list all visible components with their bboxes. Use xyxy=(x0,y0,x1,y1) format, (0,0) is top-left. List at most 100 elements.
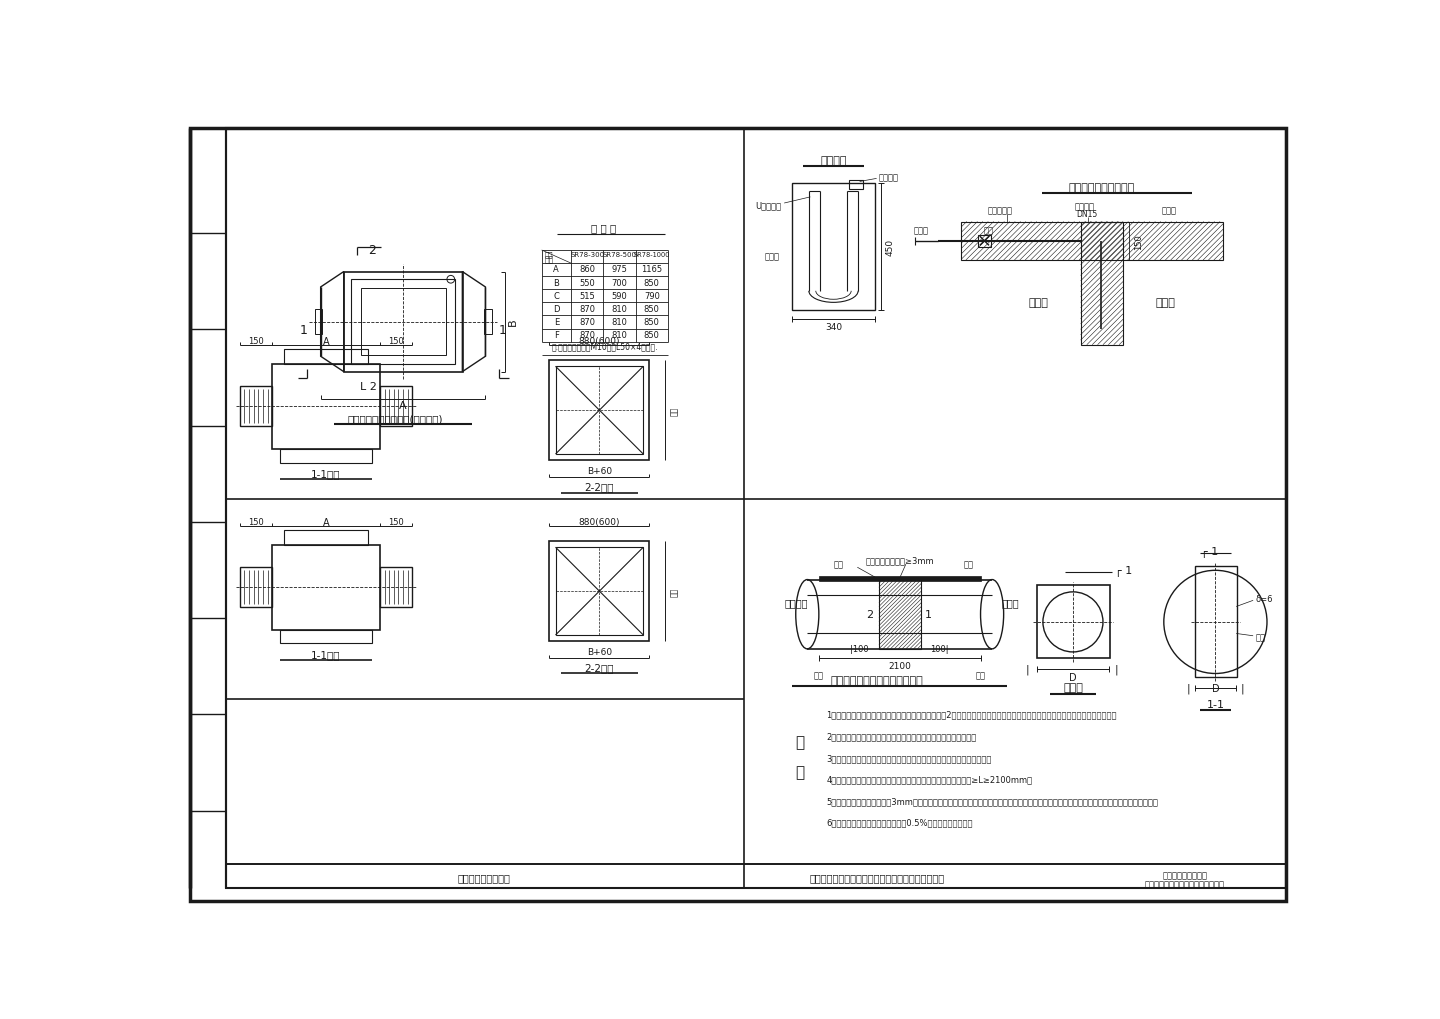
Text: 型号: 型号 xyxy=(544,256,554,264)
Text: 810: 810 xyxy=(612,305,628,314)
Text: A: A xyxy=(553,265,559,274)
Text: DN15: DN15 xyxy=(1076,210,1097,219)
Text: |: | xyxy=(1025,664,1030,675)
Text: SR78-1000: SR78-1000 xyxy=(634,252,670,258)
Text: SR78-500: SR78-500 xyxy=(602,252,636,258)
Text: 975: 975 xyxy=(612,265,628,274)
Text: 150: 150 xyxy=(248,518,264,527)
Text: F: F xyxy=(554,330,559,339)
Bar xyxy=(878,580,922,649)
Text: 周长: 周长 xyxy=(670,407,678,416)
Bar xyxy=(240,568,272,607)
Text: 3、管子与管子，管子与法兰，管子与密阀的连接处应形式满足管道规格。: 3、管子与管子，管子与法兰，管子与密阀的连接处应形式满足管道规格。 xyxy=(827,753,992,762)
Text: 880(600): 880(600) xyxy=(579,336,621,345)
Text: 2100: 2100 xyxy=(888,661,912,671)
Bar xyxy=(1037,585,1110,658)
Text: 5、活塞架内阀风管使用采用3mm厅的铸铁气形性铁锻铸形状，风管之间连接采用气体形接结，管道与设备之则分别设置形装衍接，不太泄漏气。: 5、活塞架内阀风管使用采用3mm厅的铸铁气形性铁锻铸形状，风管之间连接采用气体形… xyxy=(827,796,1158,805)
Text: 2-2单只: 2-2单只 xyxy=(585,662,613,673)
Text: 850: 850 xyxy=(644,305,660,314)
Text: SR78-300: SR78-300 xyxy=(570,252,605,258)
Bar xyxy=(484,310,491,334)
Text: 阀门: 阀门 xyxy=(984,226,994,235)
Bar xyxy=(380,387,412,427)
Text: 地坪层: 地坪层 xyxy=(1162,206,1176,215)
Text: A: A xyxy=(323,518,330,527)
Text: 铸铁螺栓: 铸铁螺栓 xyxy=(1074,203,1094,211)
Text: 明: 明 xyxy=(795,765,804,780)
Text: 周长: 周长 xyxy=(670,587,678,596)
Text: 连接管: 连接管 xyxy=(914,226,929,235)
Text: 尺 寸 表: 尺 寸 表 xyxy=(590,223,616,233)
Bar xyxy=(848,180,863,190)
Text: 稳流板棒: 稳流板棒 xyxy=(878,173,899,182)
Bar xyxy=(344,272,464,372)
Text: 焊缝: 焊缝 xyxy=(814,671,824,680)
Text: |: | xyxy=(1187,683,1191,694)
Text: 2: 2 xyxy=(865,609,873,620)
Text: 2-2双只: 2-2双只 xyxy=(585,482,613,492)
Text: 1-1双只: 1-1双只 xyxy=(311,469,341,479)
Text: 850: 850 xyxy=(644,278,660,287)
Text: 150: 150 xyxy=(389,518,405,527)
Bar xyxy=(819,577,981,582)
Bar xyxy=(1195,567,1237,678)
Text: 1: 1 xyxy=(924,609,932,620)
Bar xyxy=(279,630,373,644)
Text: 100|: 100| xyxy=(930,645,949,654)
Text: 1165: 1165 xyxy=(641,265,662,274)
Bar xyxy=(978,235,991,248)
Text: 150: 150 xyxy=(248,337,264,346)
Text: 焊缝: 焊缝 xyxy=(1256,633,1266,642)
Text: D: D xyxy=(1068,672,1077,682)
Text: 钢管: 钢管 xyxy=(963,560,973,569)
Bar xyxy=(314,310,323,334)
Bar xyxy=(360,289,446,356)
Bar xyxy=(549,361,649,461)
Text: 工事测压管安装示意图: 工事测压管安装示意图 xyxy=(1068,182,1135,193)
Text: 密阀端板，焊缝应≥3mm: 密阀端板，焊缝应≥3mm xyxy=(865,556,935,566)
Text: 过滤吸收器支架图示: 过滤吸收器支架图示 xyxy=(1162,870,1207,879)
Text: 人防风管穿密阀隔墙预埋管件图: 人防风管穿密阀隔墙预埋管件图 xyxy=(831,675,923,685)
Text: 850: 850 xyxy=(644,318,660,326)
Text: A: A xyxy=(323,336,330,346)
Text: 515: 515 xyxy=(579,291,595,301)
Text: 790: 790 xyxy=(644,291,660,301)
Bar xyxy=(272,365,380,449)
Text: 850: 850 xyxy=(644,330,660,339)
Text: 150: 150 xyxy=(389,337,405,346)
Text: B: B xyxy=(507,319,517,326)
Text: 非战常区: 非战常区 xyxy=(785,598,808,608)
Text: A: A xyxy=(399,400,408,411)
Bar xyxy=(962,222,1223,261)
Text: D: D xyxy=(553,305,560,314)
Text: 过滤吸收器支架平面图(单、双只): 过滤吸收器支架平面图(单、双只) xyxy=(347,414,444,424)
Text: 1: 1 xyxy=(300,323,308,336)
Text: 密阀盖: 密阀盖 xyxy=(1063,683,1083,693)
Bar xyxy=(1080,222,1123,345)
Text: B+60: B+60 xyxy=(588,648,612,657)
Text: 规格: 规格 xyxy=(546,252,553,258)
Text: 工事内: 工事内 xyxy=(1028,298,1048,308)
Text: ┌ 1: ┌ 1 xyxy=(1116,566,1132,576)
Bar xyxy=(240,387,272,427)
Text: D: D xyxy=(1211,684,1220,694)
Text: 1-1: 1-1 xyxy=(1207,700,1224,709)
Text: 870: 870 xyxy=(579,318,595,326)
Text: 1-1单只: 1-1单只 xyxy=(311,649,341,659)
Text: 340: 340 xyxy=(825,323,842,332)
Text: 工程测压管安装示意图，密阀零件图: 工程测压管安装示意图，密阀零件图 xyxy=(1145,879,1224,889)
Text: 150: 150 xyxy=(1133,233,1143,250)
Text: 870: 870 xyxy=(579,305,595,314)
Text: 4、邻管管阀风管使用应关孔通管确保，并保管管嵌，管道间管嵌≥L≥2100mm。: 4、邻管管阀风管使用应关孔通管确保，并保管管嵌，管道间管嵌≥L≥2100mm。 xyxy=(827,774,1032,784)
Text: δ=6: δ=6 xyxy=(1256,595,1273,603)
Bar xyxy=(380,568,412,607)
Text: ┌ 1: ┌ 1 xyxy=(1201,546,1218,557)
Text: 1: 1 xyxy=(498,323,507,336)
Text: 450: 450 xyxy=(886,239,894,256)
Bar xyxy=(284,530,369,545)
Text: 地下室顶板: 地下室顶板 xyxy=(988,206,1012,215)
Text: 590: 590 xyxy=(612,291,628,301)
Text: 1、所有铁件（除展开于管零件）均除锈渗，并在外刺2道防锈处理里，外刷调和漆一遗，并在整上，进施工时一，应溂漆处理内。: 1、所有铁件（除展开于管零件）均除锈渗，并在外刺2道防锈处理里，外刷调和漆一遗，… xyxy=(827,710,1117,719)
Text: 过滤吸收器大样图示: 过滤吸收器大样图示 xyxy=(458,872,510,882)
Text: 稳压水: 稳压水 xyxy=(765,253,780,262)
